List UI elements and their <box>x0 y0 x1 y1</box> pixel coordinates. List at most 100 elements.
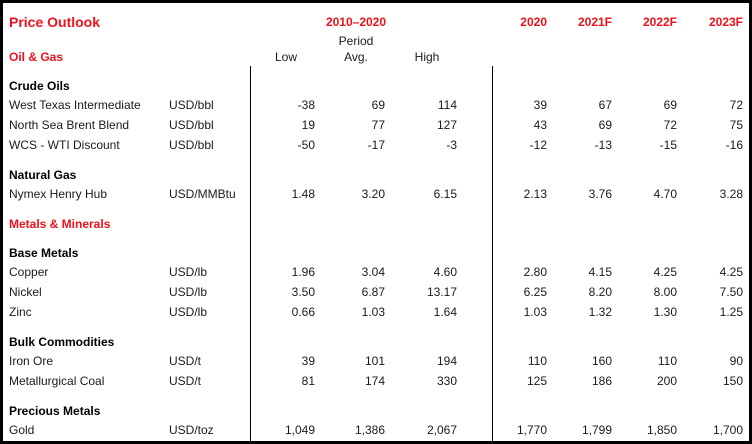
commodity-label: Zinc <box>9 305 32 319</box>
unit-label: USD/bbl <box>169 138 214 152</box>
value-y2021: -13 <box>594 138 612 152</box>
value-avg: 3.04 <box>361 265 385 279</box>
unit-label: USD/lb <box>169 305 208 319</box>
value-high: 194 <box>436 354 457 368</box>
value-y2020: 2.13 <box>523 187 547 201</box>
value-y2021: 4.15 <box>588 265 612 279</box>
value-y2020: 2.80 <box>523 265 547 279</box>
value-y2022: 69 <box>663 98 677 112</box>
stat-header-low: Low <box>274 50 297 64</box>
table-body: Crude Oils West Texas Intermediate USD/bbl… <box>9 76 749 440</box>
value-y2022: 72 <box>663 118 677 132</box>
value-y2021: 69 <box>598 118 612 132</box>
value-high: 4.60 <box>433 265 457 279</box>
group-header-row: Crude Oils <box>9 76 749 95</box>
unit-label: USD/MMBtu <box>169 187 236 201</box>
value-high: -3 <box>446 138 457 152</box>
value-y2022: 200 <box>656 374 677 388</box>
value-low: 19 <box>301 118 315 132</box>
year-header-2022f: 2022F <box>642 15 677 29</box>
commodity-label: Nickel <box>9 285 42 299</box>
unit-label: USD/bbl <box>169 98 214 112</box>
value-low: 1,049 <box>284 423 315 437</box>
table-row: North Sea Brent Blend USD/bbl 19 77 127 43 69 7… <box>9 115 749 135</box>
year-header-2023f: 2023F <box>708 15 743 29</box>
stat-header-high: High <box>414 50 440 64</box>
year-header-2020: 2020 <box>520 15 547 29</box>
value-avg: 174 <box>364 374 385 388</box>
value-y2020: -12 <box>529 138 547 152</box>
unit-label: USD/toz <box>169 423 214 437</box>
value-y2022: 4.25 <box>653 265 677 279</box>
unit-label: USD/t <box>169 354 202 368</box>
page-title: Price Outlook <box>9 14 101 30</box>
value-y2022: 1.30 <box>653 305 677 319</box>
section-title-oil-gas: Oil & Gas <box>9 50 64 64</box>
table-row: WCS - WTI Discount USD/bbl -50 -17 -3 -12 -13 -… <box>9 135 749 155</box>
section-title: Metals & Minerals <box>9 216 111 231</box>
value-avg: 77 <box>371 118 385 132</box>
commodity-label: Copper <box>9 265 49 279</box>
value-y2020: 43 <box>533 118 547 132</box>
value-avg: 69 <box>371 98 385 112</box>
value-y2021: 8.20 <box>588 285 612 299</box>
table-row: Metallurgical Coal USD/t 81 174 330 125 186 200… <box>9 371 749 391</box>
unit-label: USD/t <box>169 374 202 388</box>
commodity-label: West Texas Intermediate <box>9 98 141 112</box>
value-y2021: 186 <box>591 374 612 388</box>
section-header-row: Metals & Minerals <box>9 214 749 233</box>
commodity-label: Nymex Henry Hub <box>9 187 108 201</box>
commodity-label: North Sea Brent Blend <box>9 118 130 132</box>
value-avg: -17 <box>367 138 385 152</box>
value-low: -38 <box>297 98 315 112</box>
commodity-label: Gold <box>9 423 35 437</box>
value-low: 3.50 <box>291 285 315 299</box>
value-y2021: 1.32 <box>588 305 612 319</box>
column-divider-left <box>250 66 251 441</box>
value-y2020: 1,770 <box>516 423 547 437</box>
value-low: 1.96 <box>291 265 315 279</box>
value-y2023: 72 <box>729 98 743 112</box>
value-y2020: 39 <box>533 98 547 112</box>
value-high: 114 <box>437 98 457 112</box>
table-row: Nymex Henry Hub USD/MMBtu 1.48 3.20 6.15 2.13… <box>9 184 749 204</box>
value-avg: 1,386 <box>354 423 385 437</box>
value-y2020: 125 <box>526 374 547 388</box>
value-y2021: 1,799 <box>581 423 612 437</box>
value-y2022: 110 <box>657 354 677 368</box>
value-low: 0.66 <box>291 305 315 319</box>
value-y2023: 150 <box>722 374 743 388</box>
value-y2021: 160 <box>591 354 612 368</box>
stat-header-avg: Avg. <box>344 50 368 64</box>
value-low: 39 <box>301 354 315 368</box>
value-y2023: 75 <box>729 118 743 132</box>
group-title: Crude Oils <box>9 78 70 93</box>
commodity-label: Iron Ore <box>9 354 54 368</box>
period-range-header: 2010–2020 <box>325 15 387 29</box>
value-y2020: 6.25 <box>523 285 547 299</box>
value-high: 13.17 <box>426 285 457 299</box>
group-header-row: Precious Metals <box>9 401 749 420</box>
group-title: Natural Gas <box>9 167 77 182</box>
value-y2023: 4.25 <box>719 265 743 279</box>
value-y2020: 110 <box>527 354 547 368</box>
table-row: Iron Ore USD/t 39 101 194 110 160 110 90 <box>9 351 749 371</box>
value-high: 127 <box>436 118 457 132</box>
value-low: -50 <box>297 138 315 152</box>
value-high: 1.64 <box>433 305 457 319</box>
year-header-2021f: 2021F <box>577 15 612 29</box>
table-row: Copper USD/lb 1.96 3.04 4.60 2.80 4.15 4.25 4.25 <box>9 262 749 282</box>
table-row: Zinc USD/lb 0.66 1.03 1.64 1.03 1.32 1.30 1.25 <box>9 302 749 322</box>
value-high: 330 <box>436 374 457 388</box>
group-title: Precious Metals <box>9 403 101 418</box>
table-header-row-2: Period <box>9 33 749 48</box>
value-y2022: -15 <box>659 138 677 152</box>
value-avg: 1.03 <box>361 305 385 319</box>
value-y2023: 3.28 <box>719 187 743 201</box>
value-y2021: 3.76 <box>588 187 612 201</box>
value-high: 2,067 <box>426 423 457 437</box>
value-avg: 101 <box>364 354 385 368</box>
commodity-label: WCS - WTI Discount <box>9 138 120 152</box>
group-header-row: Natural Gas <box>9 165 749 184</box>
value-avg: 3.20 <box>361 187 385 201</box>
